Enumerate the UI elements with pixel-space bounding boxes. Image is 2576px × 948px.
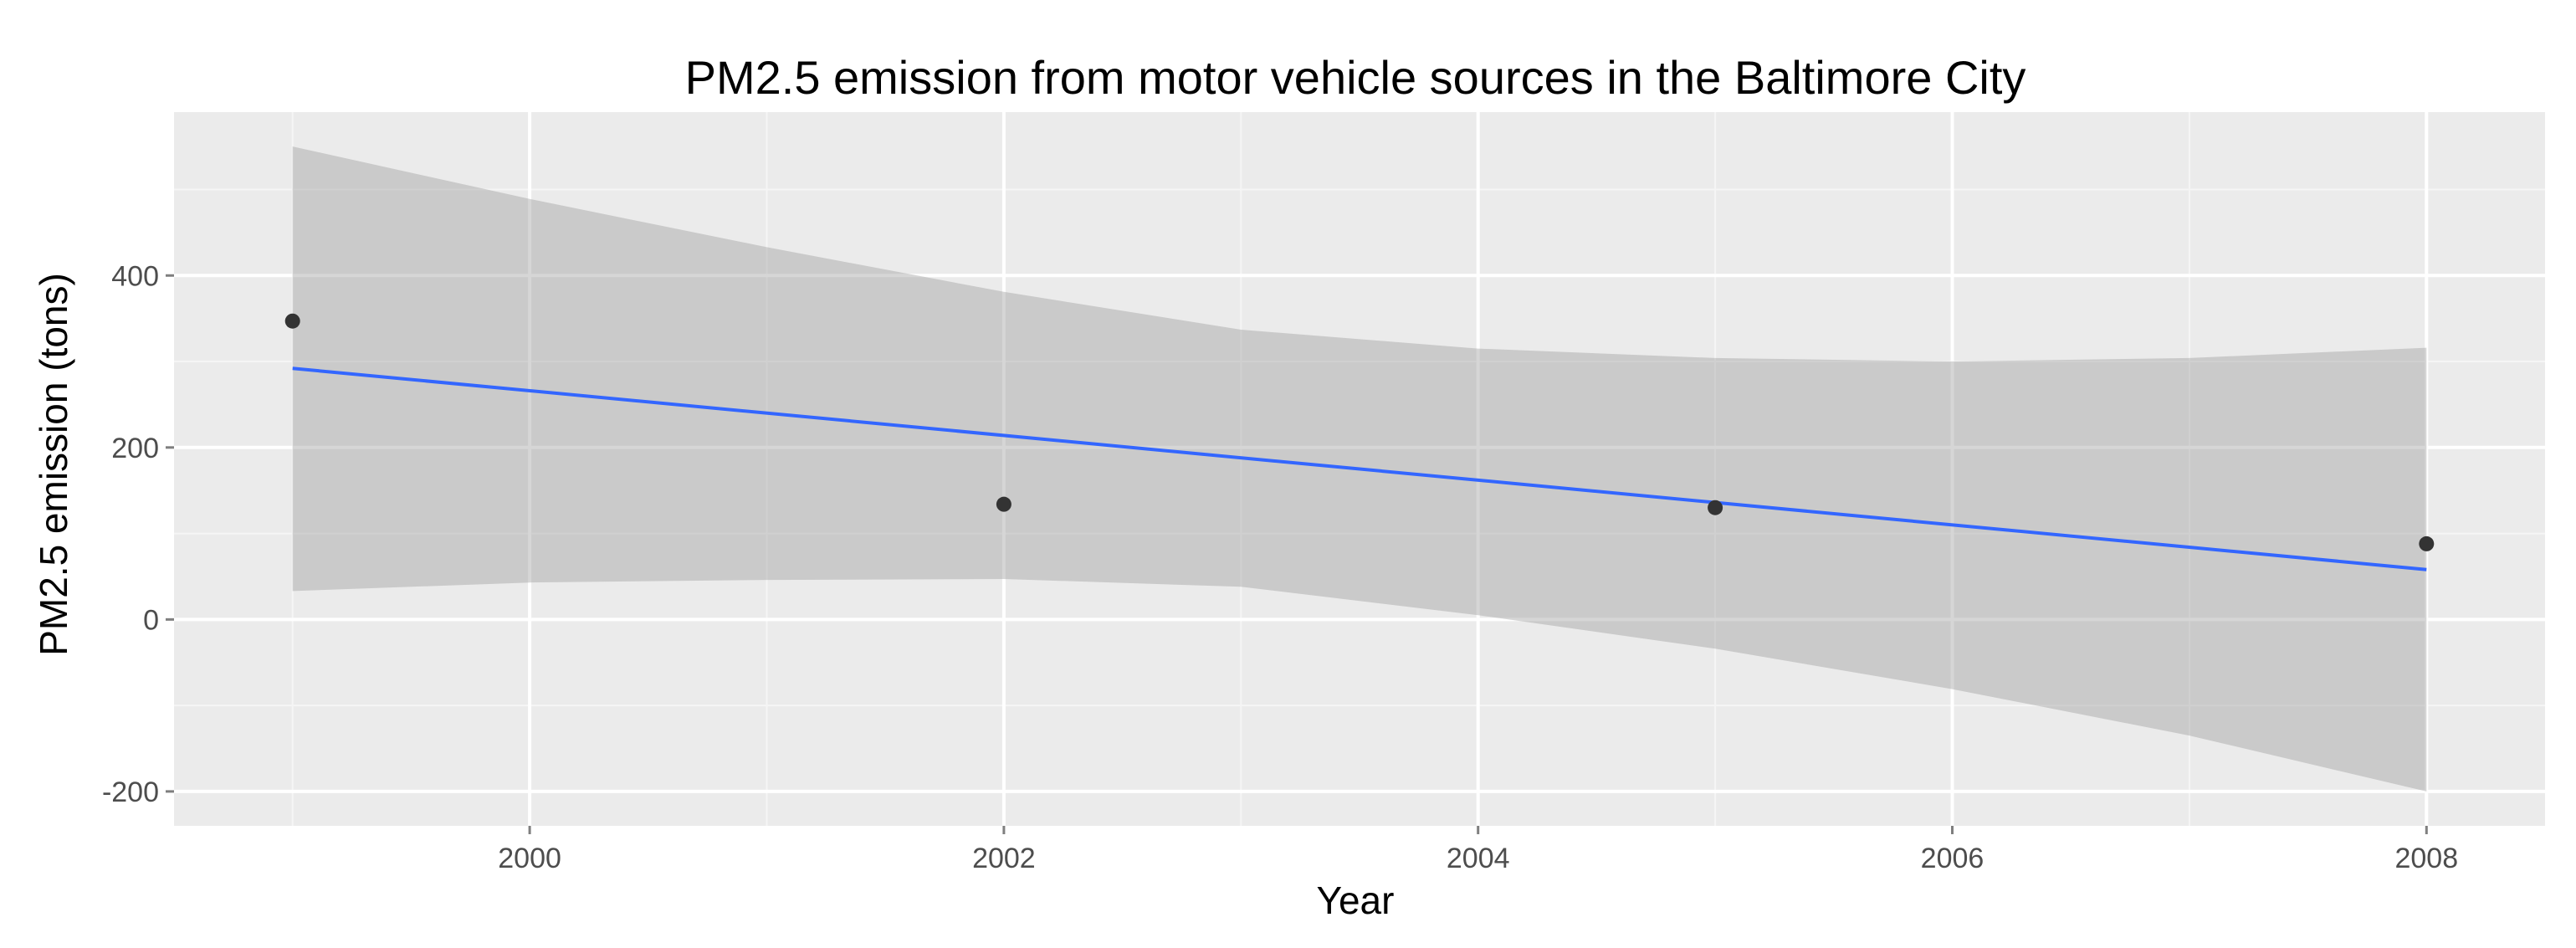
- x-tick-label: 2006: [1921, 843, 1984, 874]
- data-point: [284, 313, 300, 329]
- y-axis-title: PM2.5 emission (tons): [32, 273, 75, 656]
- x-tick-label: 2008: [2394, 843, 2458, 874]
- data-point: [996, 496, 1011, 512]
- chart-title: PM2.5 emission from motor vehicle source…: [685, 51, 2026, 104]
- regression-line: [292, 366, 2427, 571]
- y-tick-label: -200: [102, 776, 159, 808]
- y-tick-label: 0: [143, 604, 159, 636]
- y-tick-label: 200: [111, 433, 159, 464]
- x-axis-title: Year: [1317, 879, 1395, 922]
- x-tick-label: 2000: [498, 843, 561, 874]
- data-point: [2419, 535, 2435, 551]
- data-point: [1708, 500, 1723, 515]
- x-tick-label: 2002: [972, 843, 1036, 874]
- plot-area: [174, 112, 2545, 826]
- y-tick-label: 400: [111, 260, 159, 292]
- x-tick-label: 2004: [1447, 843, 1510, 874]
